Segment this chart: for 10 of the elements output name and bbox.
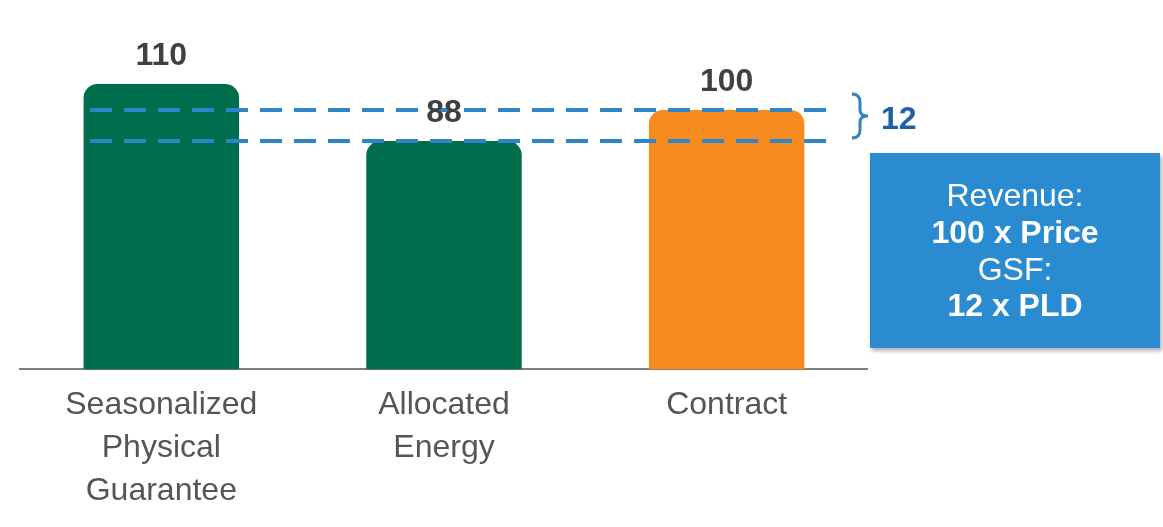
text: 12 bbox=[881, 100, 917, 137]
x-tick-label: Allocated Energy bbox=[378, 384, 510, 465]
data-label: 110 bbox=[135, 35, 188, 72]
data-label: 100 bbox=[699, 61, 754, 98]
x-tick-label: Seasonalized Physical Guarantee bbox=[65, 384, 258, 508]
x-tick-label: Contract bbox=[666, 384, 788, 421]
text: Revenue: bbox=[945, 176, 1085, 214]
text: 100 x Price bbox=[930, 213, 1100, 251]
text: 12 x PLD bbox=[946, 287, 1084, 325]
text: GSF: bbox=[976, 250, 1054, 288]
